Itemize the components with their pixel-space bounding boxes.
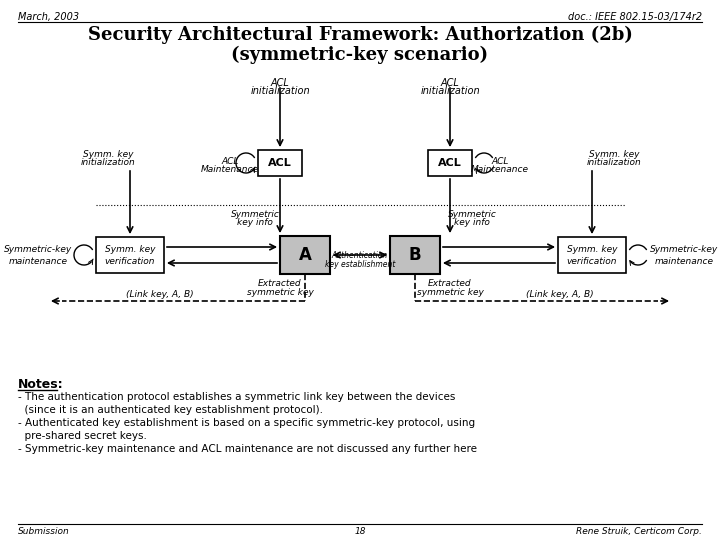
Text: 18: 18 bbox=[354, 527, 366, 536]
Bar bbox=[258, 150, 302, 176]
Text: pre-shared secret keys.: pre-shared secret keys. bbox=[18, 431, 147, 441]
Text: - Symmetric-key maintenance and ACL maintenance are not discussed any further he: - Symmetric-key maintenance and ACL main… bbox=[18, 444, 477, 454]
Text: initialization: initialization bbox=[250, 86, 310, 96]
Text: Symm. key: Symm. key bbox=[83, 150, 133, 159]
Text: initialization: initialization bbox=[81, 158, 135, 167]
Text: Authentication: Authentication bbox=[332, 251, 388, 260]
Text: (Link key, A, B): (Link key, A, B) bbox=[526, 290, 594, 299]
Text: maintenance: maintenance bbox=[654, 256, 714, 266]
Text: ACL: ACL bbox=[491, 157, 509, 166]
Text: initialization: initialization bbox=[420, 86, 480, 96]
Text: Maintenance: Maintenance bbox=[471, 165, 529, 174]
Text: symmetric key: symmetric key bbox=[246, 288, 313, 297]
Text: ACL: ACL bbox=[221, 157, 239, 166]
Text: verification: verification bbox=[104, 256, 156, 266]
Text: Extracted: Extracted bbox=[258, 279, 302, 288]
Text: verification: verification bbox=[567, 256, 617, 266]
Text: Maintenance: Maintenance bbox=[201, 165, 259, 174]
Text: Submission: Submission bbox=[18, 527, 70, 536]
Text: Notes:: Notes: bbox=[18, 378, 63, 391]
Bar bbox=[96, 237, 164, 273]
Text: Symmetric-key: Symmetric-key bbox=[650, 246, 718, 254]
Text: key info: key info bbox=[237, 218, 273, 227]
Text: Rene Struik, Certicom Corp.: Rene Struik, Certicom Corp. bbox=[576, 527, 702, 536]
Text: Symmetric: Symmetric bbox=[448, 210, 496, 219]
Text: doc.: IEEE 802.15-03/174r2: doc.: IEEE 802.15-03/174r2 bbox=[568, 12, 702, 22]
Text: B: B bbox=[409, 246, 421, 264]
Text: ACL: ACL bbox=[271, 78, 289, 88]
Bar bbox=[558, 237, 626, 273]
Text: (symmetric-key scenario): (symmetric-key scenario) bbox=[231, 46, 489, 64]
Bar bbox=[280, 236, 330, 274]
Text: Symm. key: Symm. key bbox=[567, 246, 617, 254]
Text: maintenance: maintenance bbox=[9, 256, 68, 266]
Text: ACL: ACL bbox=[441, 78, 459, 88]
Text: A: A bbox=[299, 246, 312, 264]
Bar bbox=[428, 150, 472, 176]
Text: Extracted: Extracted bbox=[428, 279, 472, 288]
Text: key establishment: key establishment bbox=[325, 260, 395, 269]
Text: ACL: ACL bbox=[268, 158, 292, 168]
Text: Symm. key: Symm. key bbox=[104, 246, 156, 254]
Text: (since it is an authenticated key establishment protocol).: (since it is an authenticated key establ… bbox=[18, 405, 323, 415]
Text: - The authentication protocol establishes a symmetric link key between the devic: - The authentication protocol establishe… bbox=[18, 392, 455, 402]
Text: Symmetric-key: Symmetric-key bbox=[4, 246, 72, 254]
Text: March, 2003: March, 2003 bbox=[18, 12, 79, 22]
Text: key info: key info bbox=[454, 218, 490, 227]
Text: - Authenticated key establishment is based on a specific symmetric-key protocol,: - Authenticated key establishment is bas… bbox=[18, 418, 475, 428]
Text: (Link key, A, B): (Link key, A, B) bbox=[126, 290, 194, 299]
Text: Symmetric: Symmetric bbox=[230, 210, 279, 219]
Text: Symm. key: Symm. key bbox=[589, 150, 639, 159]
Text: ACL: ACL bbox=[438, 158, 462, 168]
Text: symmetric key: symmetric key bbox=[417, 288, 483, 297]
Text: initialization: initialization bbox=[587, 158, 642, 167]
Bar bbox=[390, 236, 440, 274]
Text: Security Architectural Framework: Authorization (2b): Security Architectural Framework: Author… bbox=[88, 26, 632, 44]
